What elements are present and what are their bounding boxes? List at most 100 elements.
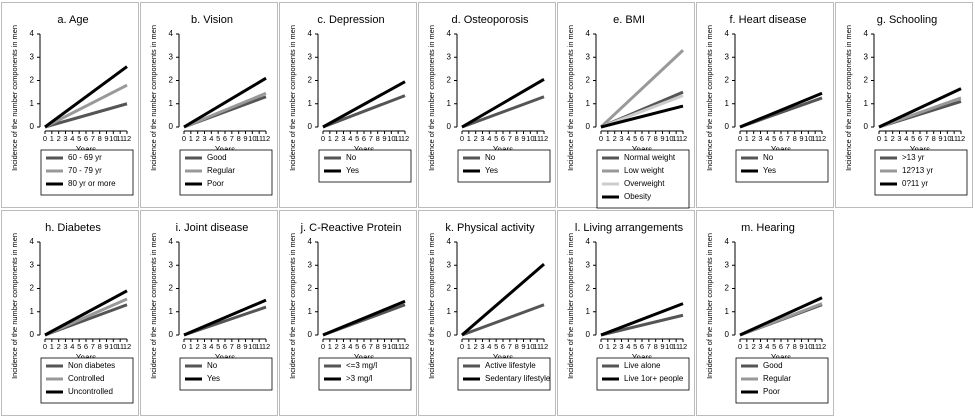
- x-tick-label: 10: [248, 342, 256, 351]
- x-tick-label: 8: [237, 342, 241, 351]
- x-tick-label: 7: [508, 342, 512, 351]
- y-tick-label: 0: [30, 330, 35, 339]
- x-tick-label: 6: [501, 342, 505, 351]
- x-tick-label: 5: [494, 134, 498, 143]
- x-tick-label: 8: [654, 342, 658, 351]
- y-tick-label: 2: [30, 76, 35, 85]
- x-tick-label: 8: [515, 342, 519, 351]
- series-line: [183, 91, 267, 129]
- x-tick-label: 1: [189, 134, 193, 143]
- y-tick-label: 0: [586, 330, 591, 339]
- y-tick-label: 2: [725, 76, 730, 85]
- legend-label: No: [207, 361, 218, 370]
- y-tick-label: 4: [308, 29, 313, 38]
- legend-box: [179, 357, 273, 391]
- x-tick-label: 2: [474, 342, 478, 351]
- x-tick-label: 4: [209, 342, 213, 351]
- x-tick-label: 2: [57, 342, 61, 351]
- panel: g. Schooling012340123456789101112YearsIn…: [835, 2, 973, 208]
- x-tick-label: 9: [382, 342, 386, 351]
- x-tick-label: 11: [811, 342, 819, 351]
- x-tick-label: 2: [335, 342, 339, 351]
- legend-label: Normal weight: [624, 153, 676, 162]
- x-tick-label: 9: [799, 134, 803, 143]
- x-tick-label: 1: [606, 342, 610, 351]
- y-tick-label: 4: [725, 237, 730, 246]
- legend-box: [735, 149, 829, 183]
- legend-label: Live 1or+ people: [624, 374, 684, 383]
- x-tick-label: 10: [387, 342, 395, 351]
- y-tick-label: 2: [169, 284, 174, 293]
- y-tick-label: 4: [30, 29, 35, 38]
- x-tick-label: 4: [626, 134, 630, 143]
- series-line: [44, 83, 128, 129]
- x-tick-label: 12: [123, 134, 131, 143]
- x-tick-label: 1: [884, 134, 888, 143]
- y-tick-label: 2: [725, 284, 730, 293]
- legend-label: Good: [763, 361, 783, 370]
- y-tick-label: 2: [864, 76, 869, 85]
- y-tick-label: 1: [447, 307, 452, 316]
- series-line: [878, 87, 962, 129]
- x-tick-label: 5: [633, 134, 637, 143]
- legend-label: Low weight: [624, 166, 665, 175]
- panel-title: j. C-Reactive Protein: [300, 222, 402, 234]
- y-tick-label: 0: [725, 122, 730, 131]
- y-tick-label: 1: [308, 307, 313, 316]
- x-tick-label: 6: [501, 134, 505, 143]
- y-axis-label: Incidence of the number components in me…: [566, 233, 575, 379]
- series-line: [600, 94, 684, 129]
- y-tick-label: 3: [308, 260, 313, 269]
- y-tick-label: 4: [864, 29, 869, 38]
- x-tick-label: 7: [91, 134, 95, 143]
- x-tick-label: 11: [255, 134, 263, 143]
- x-tick-label: 6: [362, 134, 366, 143]
- y-tick-label: 1: [308, 99, 313, 108]
- series-line: [461, 78, 545, 129]
- y-tick-label: 4: [30, 237, 35, 246]
- y-axis-label: Incidence of the number components in me…: [566, 25, 575, 171]
- series-line: [322, 94, 406, 129]
- legend-label: Yes: [346, 166, 359, 175]
- legend-label: Poor: [763, 387, 780, 396]
- x-tick-label: 1: [328, 342, 332, 351]
- x-tick-label: 5: [633, 342, 637, 351]
- panel-title: d. Osteoporosis: [451, 14, 529, 26]
- y-tick-label: 3: [447, 52, 452, 61]
- x-tick-label: 5: [216, 342, 220, 351]
- series-line: [600, 104, 684, 129]
- panel-title: a. Age: [57, 14, 88, 26]
- panel: a. Age012340123456789101112YearsIncidenc…: [1, 2, 139, 208]
- y-tick-label: 4: [308, 237, 313, 246]
- legend-label: Controlled: [68, 374, 104, 383]
- x-tick-label: 6: [84, 342, 88, 351]
- legend-label: Yes: [763, 166, 776, 175]
- x-tick-label: 0: [460, 342, 464, 351]
- legend-box: [457, 149, 551, 183]
- y-tick-label: 3: [30, 52, 35, 61]
- x-tick-label: 11: [672, 342, 680, 351]
- x-tick-label: 12: [679, 342, 687, 351]
- legend-label: Regular: [763, 374, 791, 383]
- y-tick-label: 1: [864, 99, 869, 108]
- x-tick-label: 1: [467, 134, 471, 143]
- legend-label: Active lifestyle: [485, 361, 536, 370]
- y-tick-label: 3: [447, 260, 452, 269]
- x-tick-label: 7: [647, 134, 651, 143]
- series-line: [183, 76, 267, 129]
- x-tick-label: 11: [811, 134, 819, 143]
- x-tick-label: 5: [216, 134, 220, 143]
- x-tick-label: 3: [202, 342, 206, 351]
- legend-label: 70 - 79 yr: [68, 166, 102, 175]
- x-tick-label: 5: [355, 134, 359, 143]
- x-tick-label: 3: [202, 134, 206, 143]
- y-axis-label: Incidence of the number components in me…: [427, 25, 436, 171]
- x-tick-label: 0: [321, 134, 325, 143]
- y-tick-label: 3: [725, 52, 730, 61]
- x-tick-label: 3: [480, 342, 484, 351]
- panel: i. Joint disease012340123456789101112Yea…: [140, 210, 278, 416]
- legend-box: [457, 357, 551, 391]
- x-tick-label: 6: [84, 134, 88, 143]
